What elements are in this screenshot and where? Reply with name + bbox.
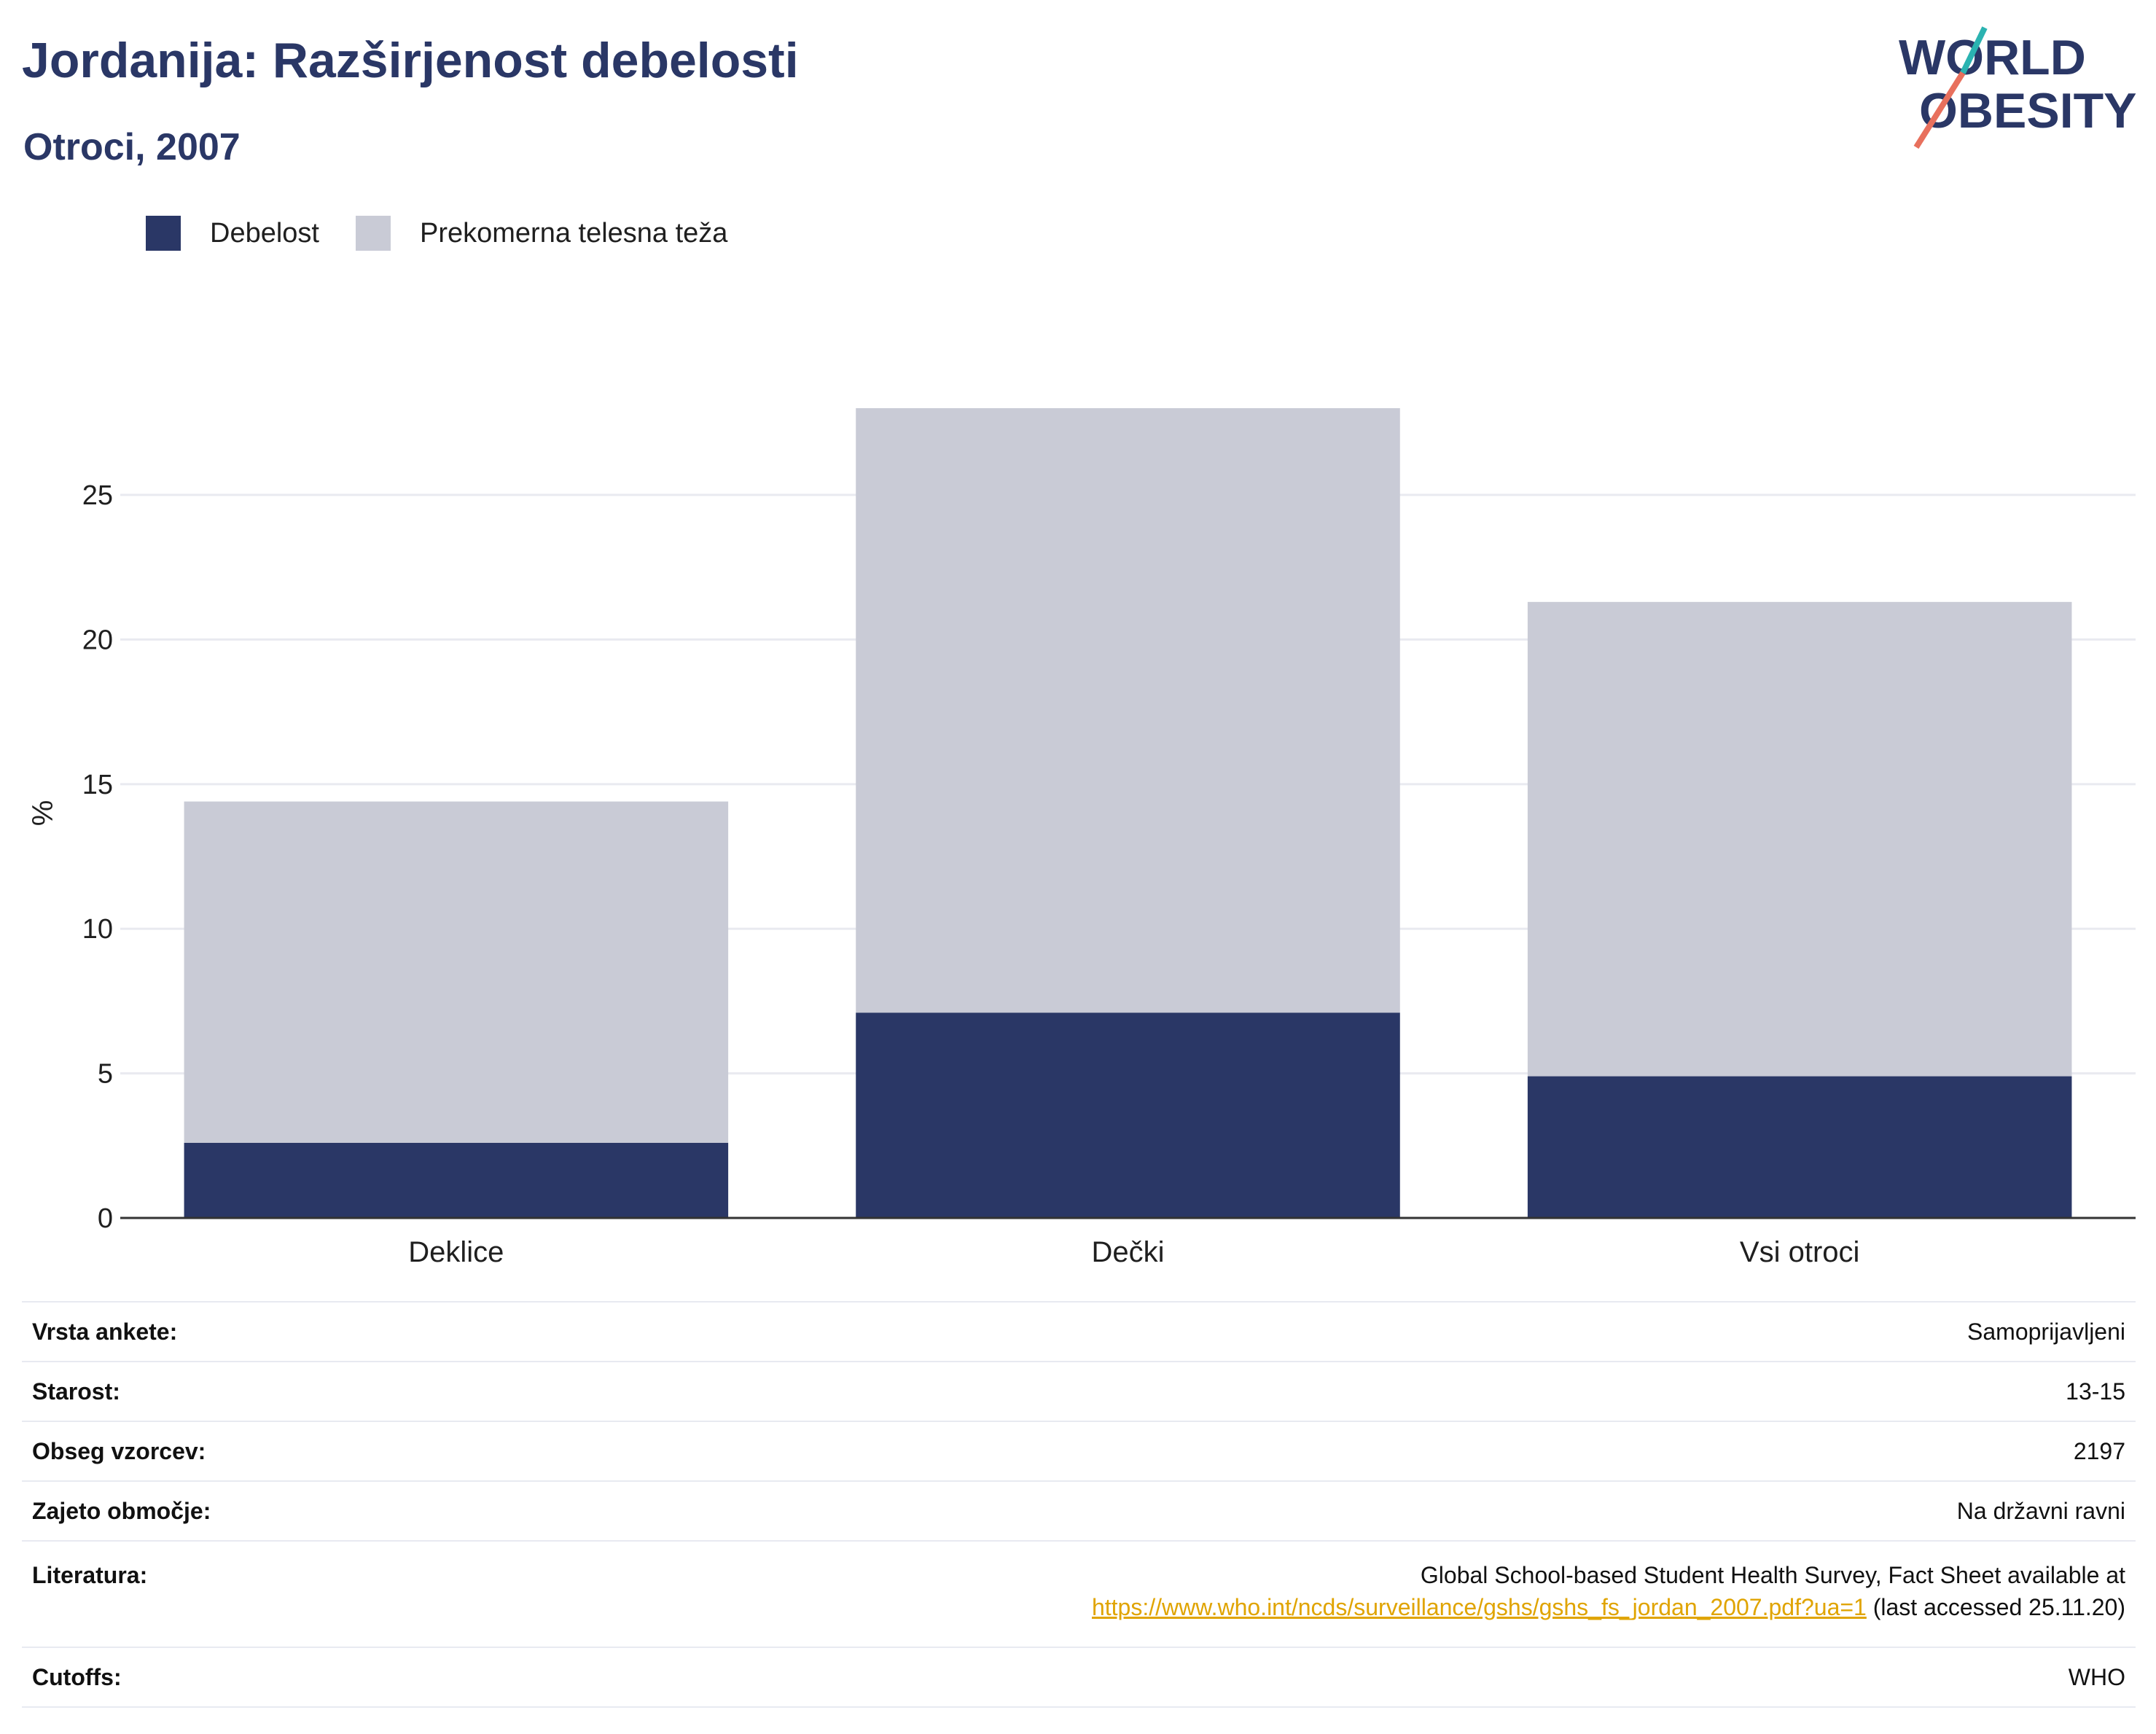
info-row-literature: Literatura: Global School-based Student … [22, 1540, 2136, 1647]
info-value-sample: 2197 [358, 1421, 2136, 1481]
bar-obesity [856, 1012, 1400, 1218]
info-row-survey-type: Vrsta ankete: Samoprijavljeni [22, 1301, 2136, 1362]
bar-overweight [1527, 601, 2072, 1077]
info-value-area: Na državni ravni [358, 1480, 2136, 1541]
info-row-age: Starost: 13-15 [22, 1361, 2136, 1421]
legend-label-obesity: Debelost [210, 217, 319, 249]
x-tick-label: Vsi otroci [1740, 1236, 1860, 1268]
svg-text:WORLD: WORLD [1899, 30, 2086, 85]
literature-text: Global School-based Student Health Surve… [1420, 1562, 2125, 1588]
legend-item-obesity[interactable]: Debelost [146, 216, 319, 251]
info-row-sample: Obseg vzorcev: 2197 [22, 1421, 2136, 1481]
x-tick-label: Deklice [408, 1236, 504, 1268]
y-tick-label: 10 [82, 914, 113, 945]
literature-suffix: (last accessed 25.11.20) [1866, 1594, 2125, 1620]
info-label-survey-type: Vrsta ankete: [22, 1301, 359, 1362]
info-label-area: Zajeto območje: [22, 1480, 359, 1541]
info-value-survey-type: Samoprijavljeni [358, 1301, 2136, 1362]
literature-link[interactable]: https://www.who.int/ncds/surveillance/gs… [1091, 1594, 1867, 1620]
info-label-cutoffs: Cutoffs: [22, 1647, 359, 1708]
y-tick-label: 5 [98, 1059, 113, 1090]
bar-overweight [184, 801, 729, 1143]
legend-label-overweight: Prekomerna telesna teža [419, 217, 728, 249]
legend-swatch-obesity [146, 216, 181, 251]
info-row-area: Zajeto območje: Na državni ravni [22, 1480, 2136, 1541]
y-tick-label: 25 [82, 480, 113, 511]
bar-chart: 0 5 10 15 20 25% Deklice Dečki Vsi otroci [27, 408, 2136, 1268]
info-label-age: Starost: [22, 1361, 359, 1421]
bar-overweight [856, 408, 1400, 1013]
bar-obesity [184, 1142, 729, 1218]
svg-text:OBESITY: OBESITY [1919, 83, 2137, 138]
y-tick-label: 15 [82, 770, 113, 800]
info-value-age: 13-15 [358, 1361, 2136, 1421]
page-subtitle: Otroci, 2007 [23, 126, 241, 168]
world-obesity-logo: WORLD OBESITY [1899, 26, 2137, 149]
y-tick-label: 20 [82, 625, 113, 655]
y-axis-label: % [27, 800, 59, 827]
chart-legend: Debelost Prekomerna telesna teža [146, 216, 764, 251]
info-label-literature: Literatura: [22, 1540, 359, 1647]
survey-info-table: Vrsta ankete: Samoprijavljeni Starost: 1… [22, 1301, 2136, 1708]
page-title: Jordanija: Razširjenost debelosti [22, 33, 799, 88]
info-value-literature: Global School-based Student Health Surve… [358, 1540, 2136, 1647]
info-label-sample: Obseg vzorcev: [22, 1421, 359, 1481]
x-tick-label: Dečki [1091, 1236, 1164, 1268]
bar-obesity [1527, 1076, 2072, 1218]
info-value-cutoffs: WHO [358, 1647, 2136, 1708]
legend-item-overweight[interactable]: Prekomerna telesna teža [355, 216, 728, 251]
info-row-cutoffs: Cutoffs: WHO [22, 1647, 2136, 1708]
y-tick-label: 0 [98, 1203, 113, 1234]
legend-swatch-overweight [355, 216, 391, 251]
